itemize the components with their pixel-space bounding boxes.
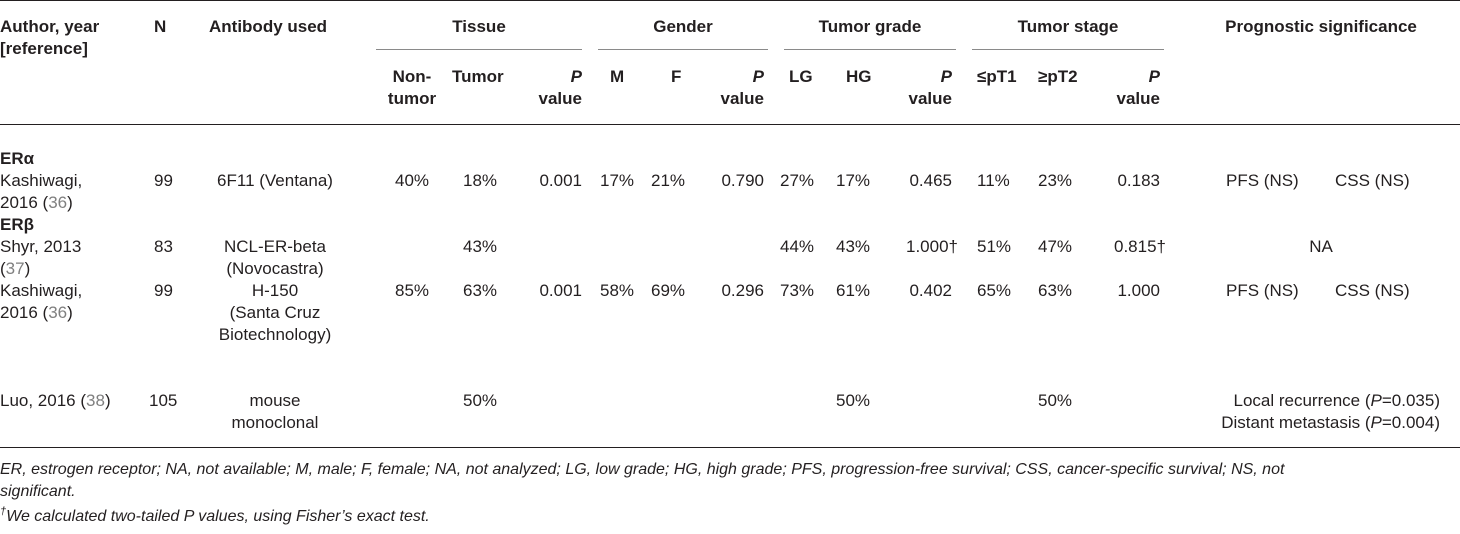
subheader-f: F: [671, 67, 682, 86]
table-row-2-tumor: 43%: [463, 237, 498, 256]
table-row-4-author: Luo, 2016 (38): [0, 391, 111, 410]
table-row-3-hg: 61%: [836, 281, 871, 300]
tissue-group-rule: [376, 49, 582, 50]
footnote-fisher: †We calculated two-tailed P values, usin…: [0, 505, 430, 525]
table-row-3-p-tissue: 0.001: [539, 281, 582, 300]
table-row-2-p-stage: 0.815†: [1114, 237, 1166, 256]
subheader-lg: LG: [789, 67, 813, 86]
table-row-1-n: 99: [154, 171, 173, 190]
table-row-3-n: 99: [154, 281, 173, 300]
table-row-1-m: 17%: [600, 171, 635, 190]
table-row-3-f: 69%: [651, 281, 686, 300]
subheader-grade-p: P value: [908, 67, 952, 108]
table-row-1-prog-css: CSS (NS): [1335, 171, 1410, 190]
table-row-2-p-grade: 1.000†: [906, 237, 958, 256]
table-row-1-tumor: 18%: [463, 171, 498, 190]
section-er-beta: ERβ: [0, 215, 34, 234]
table-row-1-antibody: 6F11 (Ventana): [217, 171, 333, 190]
table-row-4-n: 105: [149, 391, 178, 410]
table-row-1-author: Kashiwagi, 2016 (36): [0, 171, 83, 212]
table-row-3-lg: 73%: [780, 281, 815, 300]
table-row-2-le-pt1: 51%: [977, 237, 1012, 256]
table-row-3-p-gender: 0.296: [721, 281, 764, 300]
table-row-1-le-pt1: 11%: [977, 171, 1010, 190]
table-row-3-p-stage: 1.000: [1117, 281, 1160, 300]
table-row-1-hg: 17%: [836, 171, 871, 190]
subheader-le-pt1: ≤pT1: [977, 67, 1017, 86]
subheader-m: M: [610, 67, 625, 86]
table-row-3-prog-css: CSS (NS): [1335, 281, 1410, 300]
table-row-2-prog: NA: [1309, 237, 1333, 256]
reference-link[interactable]: 37: [5, 259, 25, 278]
table-row-2-n: 83: [154, 237, 173, 256]
table-row-1-prog-pfs: PFS (NS): [1226, 171, 1299, 190]
section-er-alpha: ERα: [0, 149, 35, 168]
header-tissue: Tissue: [452, 17, 506, 36]
gender-group-rule: [598, 49, 768, 50]
subheader-stage-p: P value: [1116, 67, 1160, 108]
subheader-ge-pt2: ≥pT2: [1038, 67, 1078, 86]
footnote-abbreviations: ER, estrogen receptor; NA, not available…: [0, 461, 1285, 500]
header-antibody: Antibody used: [209, 17, 328, 36]
header-bottom-rule: [0, 124, 1460, 125]
subheader-hg: HG: [846, 67, 872, 86]
header-n: N: [154, 17, 167, 36]
table-row-4-prog: Local recurrence (P=0.035) Distant metas…: [1221, 391, 1440, 432]
subheader-tumor: Tumor: [452, 67, 504, 86]
table-row-2-antibody: NCL-ER-beta (Novocastra): [223, 237, 327, 278]
table-row-1-p-stage: 0.183: [1117, 171, 1160, 190]
header-tumor-stage: Tumor stage: [1017, 17, 1119, 36]
table-row-3-prog-pfs: PFS (NS): [1226, 281, 1299, 300]
subheader-gender-p: P value: [720, 67, 764, 108]
table-row-3-ge-pt2: 63%: [1038, 281, 1073, 300]
top-rule: [0, 0, 1460, 1]
header-gender: Gender: [653, 17, 713, 36]
table-row-1-ge-pt2: 23%: [1038, 171, 1073, 190]
table-bottom-rule: [0, 447, 1460, 448]
table-row-2-hg: 43%: [836, 237, 871, 256]
table-row-2-ge-pt2: 47%: [1038, 237, 1073, 256]
reference-link[interactable]: 36: [48, 303, 68, 322]
header-author: Author, year [reference]: [0, 17, 100, 58]
table-row-3-p-grade: 0.402: [909, 281, 952, 300]
table-row-3-antibody: H-150 (Santa Cruz Biotechnology): [218, 281, 332, 344]
table-row-3-le-pt1: 65%: [977, 281, 1012, 300]
table-row-4-tumor: 50%: [463, 391, 498, 410]
table-row-1-p-gender: 0.790: [721, 171, 764, 190]
grade-group-rule: [784, 49, 956, 50]
table-row-3-tumor: 63%: [463, 281, 498, 300]
table-row-4-hg: 50%: [836, 391, 871, 410]
subheader-nontumor: Non- tumor: [387, 67, 437, 108]
subheader-tissue-p: P value: [538, 67, 582, 108]
reference-link[interactable]: 38: [86, 391, 105, 410]
table-row-1-lg: 27%: [780, 171, 815, 190]
table-row-1-nontumor: 40%: [394, 171, 430, 190]
table-row-1-f: 21%: [651, 171, 686, 190]
header-tumor-grade: Tumor grade: [818, 17, 922, 36]
table-row-4-ge-pt2: 50%: [1038, 391, 1073, 410]
table-row-2-lg: 44%: [780, 237, 815, 256]
reference-link[interactable]: 36: [48, 193, 68, 212]
table-row-3-m: 58%: [600, 281, 635, 300]
table-row-4-antibody: mouse monoclonal: [231, 391, 319, 432]
header-prognostic: Prognostic significance: [1225, 17, 1417, 36]
table-row-1-p-grade: 0.465: [909, 171, 952, 190]
table-row-1-p-tissue: 0.001: [539, 171, 582, 190]
stage-group-rule: [972, 49, 1164, 50]
table-row-3-author: Kashiwagi, 2016 (36): [0, 281, 83, 322]
table-row-2-author: Shyr, 2013 (37): [0, 237, 82, 278]
table-row-3-nontumor: 85%: [394, 281, 430, 300]
